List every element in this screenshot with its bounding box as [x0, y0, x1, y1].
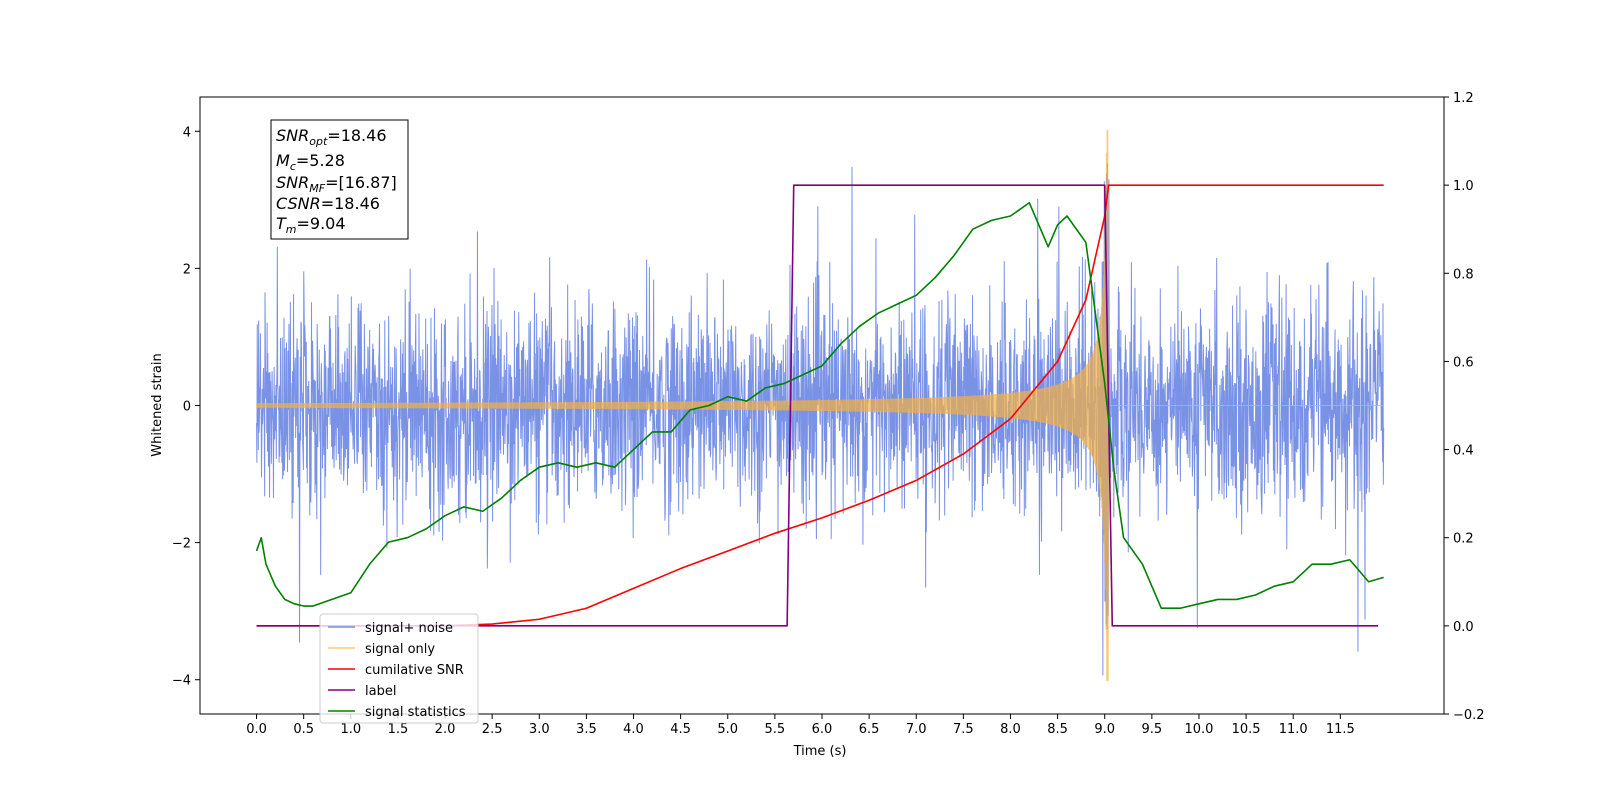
x-tick-label: 2.0: [435, 722, 456, 737]
signal-statistics-line: [255, 201, 1384, 610]
info-box: SNRopt=18.46 Mc=5.28 SNRMF=[16.87] CSNR=…: [270, 119, 409, 240]
legend-item-cumulative-snr-label: cumilative SNR: [365, 663, 464, 678]
signal-noise-line: [256, 163, 1385, 676]
x-tick-label: 7.0: [906, 722, 927, 737]
right-axis-series: [255, 184, 1384, 627]
x-tick-label: 9.5: [1142, 722, 1163, 737]
info-box-frame: [270, 119, 409, 240]
x-tick-label: 6.0: [812, 722, 833, 737]
x-tick-label: 8.0: [1000, 722, 1021, 737]
x-tick-label: 1.5: [388, 722, 409, 737]
y2-tick-label: 0.4: [1453, 444, 1474, 459]
signal-only-line: [256, 130, 1384, 681]
x-tick-label: 10.5: [1232, 722, 1261, 737]
y-axis-ticks: 4 2 0 −2 −4: [172, 125, 200, 689]
y2-tick-label: −0.2: [1453, 708, 1485, 723]
x-tick-label: 11.5: [1326, 722, 1355, 737]
series-signal-noise: [256, 163, 1385, 676]
plot-area: [255, 130, 1385, 681]
info-snr-mf-value: =[16.87]: [325, 173, 397, 192]
y2-tick-label: 0.2: [1453, 532, 1474, 547]
info-snr-opt-sub: opt: [309, 135, 328, 148]
y-tick-label: 2: [183, 262, 191, 277]
x-tick-label: 5.0: [717, 722, 738, 737]
x-tick-label: 10.0: [1184, 722, 1213, 737]
info-snr-mf-base: SNR: [276, 173, 309, 192]
y2-axis-ticks: 1.2 1.0 0.8 0.6 0.4 0.2 0.0 −0.2: [1444, 91, 1485, 723]
y-axis-label: Whitened strain: [150, 353, 165, 456]
y2-tick-label: 0.6: [1453, 355, 1474, 370]
info-tm-base: T: [276, 214, 287, 233]
y2-tick-label: 1.2: [1453, 91, 1474, 106]
y2-tick-label: 0.8: [1453, 267, 1474, 282]
x-tick-label: 2.5: [482, 722, 503, 737]
info-csnr-base: CSNR: [276, 194, 321, 213]
info-mc: Mc=5.28: [276, 151, 345, 173]
x-tick-label: 4.0: [623, 722, 644, 737]
legend-item-label-label: label: [365, 684, 396, 699]
legend-frame: [319, 613, 479, 724]
x-axis-label: Time (s): [793, 744, 847, 759]
y-tick-label: −2: [172, 537, 191, 552]
info-snr-opt: SNRopt=18.46: [276, 126, 387, 148]
x-tick-label: 7.5: [953, 722, 974, 737]
x-tick-label: 9.0: [1094, 722, 1115, 737]
info-mc-sub: c: [290, 160, 296, 173]
info-snr-mf-sub: MF: [309, 182, 325, 195]
y-tick-label: 4: [183, 125, 191, 140]
info-snr-opt-value: =18.46: [327, 126, 386, 145]
legend-item-signal-only-label: signal only: [365, 642, 435, 657]
info-tm-sub: m: [286, 223, 297, 236]
legend: signal+ noise signal only cumilative SNR la…: [319, 613, 479, 724]
x-tick-label: 5.5: [765, 722, 786, 737]
legend-item-signal-noise-label: signal+ noise: [365, 621, 453, 636]
info-csnr: CSNR=18.46: [276, 194, 380, 213]
info-tm: Tm=9.04: [276, 214, 346, 236]
legend-item-signal-statistics-label: signal statistics: [365, 705, 466, 720]
y-tick-label: 0: [183, 400, 191, 415]
x-tick-label: 0.5: [293, 722, 314, 737]
cumulative-snr-line: [256, 184, 1384, 627]
x-tick-label: 6.5: [859, 722, 880, 737]
info-snr-mf: SNRMF=[16.87]: [276, 173, 397, 195]
x-tick-label: 3.5: [576, 722, 597, 737]
y2-tick-label: 1.0: [1453, 179, 1474, 194]
x-tick-label: 11.0: [1279, 722, 1308, 737]
series-signal-only: [256, 130, 1384, 681]
x-tick-label: 4.5: [670, 722, 691, 737]
label-line: [256, 184, 1379, 627]
x-tick-label: 3.0: [529, 722, 550, 737]
y2-tick-label: 0.0: [1453, 620, 1474, 635]
x-tick-label: 0.0: [246, 722, 267, 737]
x-axis-ticks: 0.0 0.5 1.0 1.5 2.0 2.5 3.0 3.5 4.0 4.5 5.0 5.5 6.0 6…: [246, 714, 1355, 737]
info-mc-base: M: [276, 151, 290, 170]
info-tm-value: =9.04: [297, 214, 346, 233]
info-snr-opt-base: SNR: [276, 126, 309, 145]
x-tick-label: 1.0: [340, 722, 361, 737]
info-mc-value: =5.28: [296, 151, 345, 170]
x-tick-label: 8.5: [1047, 722, 1068, 737]
info-csnr-value: =18.46: [321, 194, 380, 213]
y-tick-label: −4: [172, 674, 191, 689]
